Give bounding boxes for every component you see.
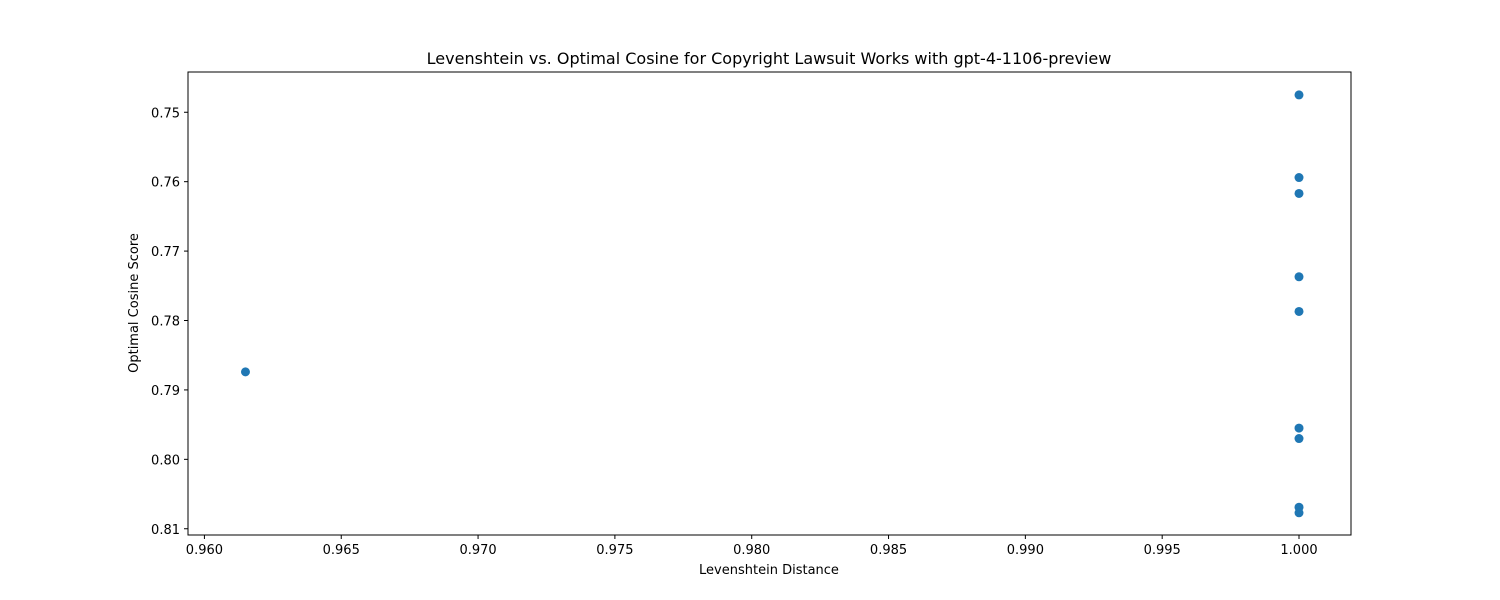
- y-axis-title: Optimal Cosine Score: [127, 233, 142, 373]
- scatter-point: [240, 367, 250, 377]
- x-axis-title: Levenshtein Distance: [699, 563, 839, 578]
- scatter-point: [1294, 173, 1304, 183]
- plot-frame: [187, 71, 1352, 536]
- x-tick-label: 0.970: [459, 543, 496, 558]
- scatter-point: [1294, 272, 1304, 282]
- scatter-point: [1294, 434, 1304, 444]
- scatter-point: [1294, 508, 1304, 518]
- scatter-point: [1294, 90, 1304, 100]
- scatter-point: [1294, 188, 1304, 198]
- x-tick-label: 0.990: [1007, 543, 1044, 558]
- y-tick-label: 0.78: [151, 315, 180, 330]
- y-tick-label: 0.79: [151, 384, 180, 399]
- x-tick-label: 0.965: [323, 543, 360, 558]
- x-tick-label: 0.980: [733, 543, 770, 558]
- x-tick-label: 0.975: [596, 543, 633, 558]
- x-tick-label: 0.960: [186, 543, 223, 558]
- chart-title: Levenshtein vs. Optimal Cosine for Copyr…: [427, 49, 1112, 68]
- x-tick-label: 1.000: [1280, 543, 1317, 558]
- y-tick-label: 0.76: [151, 176, 180, 191]
- x-tick-label: 0.995: [1144, 543, 1181, 558]
- scatter-point: [1294, 306, 1304, 316]
- scatter-point: [1294, 423, 1304, 433]
- x-tick-label: 0.985: [870, 543, 907, 558]
- y-tick-label: 0.81: [151, 523, 180, 538]
- y-tick-label: 0.75: [151, 106, 180, 121]
- y-tick-label: 0.80: [151, 453, 180, 468]
- y-tick-label: 0.77: [151, 245, 180, 260]
